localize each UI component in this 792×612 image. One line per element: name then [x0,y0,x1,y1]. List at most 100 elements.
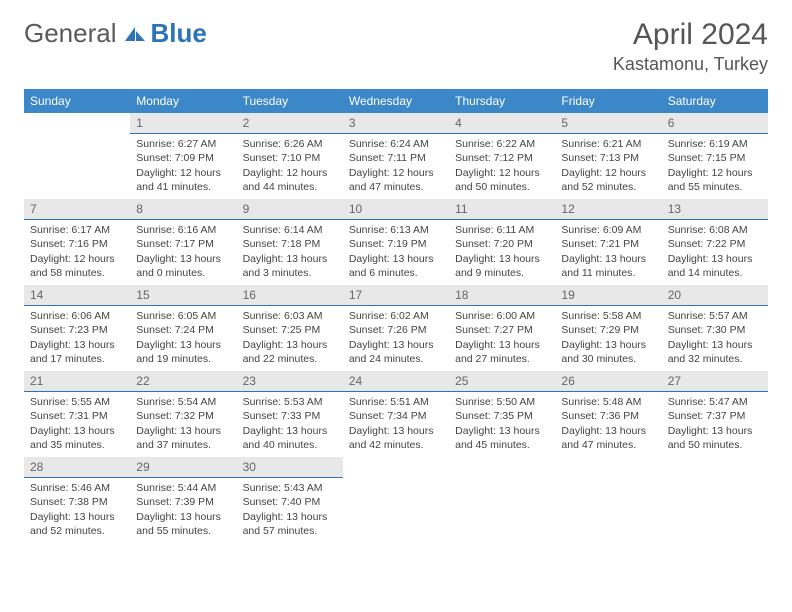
day-body: Sunrise: 6:00 AMSunset: 7:27 PMDaylight:… [449,306,555,370]
day-body: Sunrise: 6:21 AMSunset: 7:13 PMDaylight:… [555,134,661,198]
daylight-text: Daylight: 12 hours and 44 minutes. [243,167,328,193]
sunset-text: Sunset: 7:19 PM [349,238,427,250]
col-saturday: Saturday [662,89,768,113]
calendar-cell: 2 Sunrise: 6:26 AM Sunset: 7:10 PM Daylight… [237,113,343,199]
day-body: Sunrise: 6:24 AMSunset: 7:11 PMDaylight:… [343,134,449,198]
day-body: Sunrise: 6:22 AMSunset: 7:12 PMDaylight:… [449,134,555,198]
calendar-cell: 1Sunrise: 6:27 AMSunset: 7:09 PMDaylight… [130,113,236,199]
sunrise-text: Sunrise: 5:46 AM [30,482,110,494]
day-number: 7 [24,199,130,220]
logo: General Blue [24,18,207,49]
day-body: Sunrise: 6:16 AMSunset: 7:17 PMDaylight:… [130,220,236,284]
sunset-text: Sunset: 7:29 PM [561,324,639,336]
col-tuesday: Tuesday [237,89,343,113]
title-block: April 2024 Kastamonu, Turkey [613,18,768,75]
sunrise-text: Sunrise: 6:16 AM [136,224,216,236]
sunrise-text: Sunrise: 6:05 AM [136,310,216,322]
day-number: 16 [237,285,343,306]
daylight-text: Daylight: 13 hours and 24 minutes. [349,339,434,365]
calendar-row: 1Sunrise: 6:27 AMSunset: 7:09 PMDaylight… [24,113,768,199]
calendar-cell: 17Sunrise: 6:02 AMSunset: 7:26 PMDayligh… [343,285,449,371]
sunset-text: Sunset: 7:23 PM [30,324,108,336]
calendar-cell: 20Sunrise: 5:57 AMSunset: 7:30 PMDayligh… [662,285,768,371]
calendar-header-row: Sunday Monday Tuesday Wednesday Thursday… [24,89,768,113]
calendar-cell: 15Sunrise: 6:05 AMSunset: 7:24 PMDayligh… [130,285,236,371]
calendar-cell: 23Sunrise: 5:53 AMSunset: 7:33 PMDayligh… [237,371,343,457]
calendar-cell: 12Sunrise: 6:09 AMSunset: 7:21 PMDayligh… [555,199,661,285]
calendar-cell: 8Sunrise: 6:16 AMSunset: 7:17 PMDaylight… [130,199,236,285]
day-number: 29 [130,457,236,478]
day-number: 19 [555,285,661,306]
col-sunday: Sunday [24,89,130,113]
day-number: 3 [343,113,449,134]
sunset-text: Sunset: 7:09 PM [136,152,214,164]
sunrise-text: Sunrise: 6:26 AM [243,138,323,150]
daylight-text: Daylight: 13 hours and 17 minutes. [30,339,115,365]
sunrise-text: Sunrise: 6:03 AM [243,310,323,322]
calendar-cell: 28Sunrise: 5:46 AMSunset: 7:38 PMDayligh… [24,457,130,542]
calendar-cell: 29Sunrise: 5:44 AMSunset: 7:39 PMDayligh… [130,457,236,542]
day-body: Sunrise: 5:50 AMSunset: 7:35 PMDaylight:… [449,392,555,456]
header: General Blue April 2024 Kastamonu, Turke… [24,18,768,75]
calendar-cell: 27Sunrise: 5:47 AMSunset: 7:37 PMDayligh… [662,371,768,457]
day-body: Sunrise: 5:51 AMSunset: 7:34 PMDaylight:… [343,392,449,456]
day-body: Sunrise: 6:14 AMSunset: 7:18 PMDaylight:… [237,220,343,284]
sunrise-text: Sunrise: 6:06 AM [30,310,110,322]
sunset-text: Sunset: 7:17 PM [136,238,214,250]
day-body: Sunrise: 5:43 AMSunset: 7:40 PMDaylight:… [237,478,343,542]
day-body: Sunrise: 6:08 AMSunset: 7:22 PMDaylight:… [662,220,768,284]
sunset-text: Sunset: 7:37 PM [668,410,746,422]
daylight-text: Daylight: 13 hours and 6 minutes. [349,253,434,279]
day-number: 20 [662,285,768,306]
calendar-row: 14 Sunrise: 6:06 AM Sunset: 7:23 PM Dayligh… [24,285,768,371]
sunset-text: Sunset: 7:34 PM [349,410,427,422]
calendar-row: 28Sunrise: 5:46 AMSunset: 7:38 PMDayligh… [24,457,768,542]
day-number: 17 [343,285,449,306]
day-number: 25 [449,371,555,392]
day-number: 2 [237,113,343,134]
sunset-text: Sunset: 7:35 PM [455,410,533,422]
day-number: 10 [343,199,449,220]
day-number: 30 [237,457,343,478]
daylight-text: Daylight: 13 hours and 40 minutes. [243,425,328,451]
sunset-text: Sunset: 7:10 PM [243,152,321,164]
col-monday: Monday [130,89,236,113]
logo-text-general: General [24,18,117,49]
sunset-text: Sunset: 7:21 PM [561,238,639,250]
sunrise-text: Sunrise: 5:58 AM [561,310,641,322]
day-number: 13 [662,199,768,220]
sunrise-text: Sunrise: 5:55 AM [30,396,110,408]
sunset-text: Sunset: 7:13 PM [561,152,639,164]
daylight-text: Daylight: 13 hours and 14 minutes. [668,253,753,279]
day-body: Sunrise: 5:54 AMSunset: 7:32 PMDaylight:… [130,392,236,456]
day-body: Sunrise: 5:48 AMSunset: 7:36 PMDaylight:… [555,392,661,456]
sunrise-text: Sunrise: 6:19 AM [668,138,748,150]
calendar-table: Sunday Monday Tuesday Wednesday Thursday… [24,89,768,542]
day-number: 8 [130,199,236,220]
day-body: Sunrise: 6:03 AMSunset: 7:25 PMDaylight:… [237,306,343,370]
day-body: Sunrise: 5:53 AMSunset: 7:33 PMDaylight:… [237,392,343,456]
page-title: April 2024 [613,18,768,52]
day-number: 26 [555,371,661,392]
sunrise-text: Sunrise: 6:21 AM [561,138,641,150]
calendar-cell: 10 Sunrise: 6:13 AM Sunset: 7:19 PM Dayligh… [343,199,449,285]
sunrise-text: Sunrise: 6:13 AM [349,224,429,236]
logo-text-blue: Blue [151,18,207,49]
sunset-text: Sunset: 7:18 PM [243,238,321,250]
calendar-cell: 9Sunrise: 6:14 AMSunset: 7:18 PMDaylight… [237,199,343,285]
sunset-text: Sunset: 7:26 PM [349,324,427,336]
calendar-cell: 14 Sunrise: 6:06 AM Sunset: 7:23 PM Dayligh… [24,285,130,371]
daylight-text: Daylight: 13 hours and 35 minutes. [30,425,115,451]
calendar-cell: 26Sunrise: 5:48 AMSunset: 7:36 PMDayligh… [555,371,661,457]
day-body: Sunrise: 6:05 AMSunset: 7:24 PMDaylight:… [130,306,236,370]
daylight-text: Daylight: 13 hours and 9 minutes. [455,253,540,279]
day-number: 14 [24,285,130,306]
daylight-text: Daylight: 13 hours and 30 minutes. [561,339,646,365]
sunrise-text: Sunrise: 6:08 AM [668,224,748,236]
calendar-cell [343,457,449,542]
sunrise-text: Sunrise: 5:47 AM [668,396,748,408]
day-number: 24 [343,371,449,392]
daylight-text: Daylight: 13 hours and 32 minutes. [668,339,753,365]
day-body: Sunrise: 6:19 AMSunset: 7:15 PMDaylight:… [662,134,768,198]
daylight-text: Daylight: 13 hours and 37 minutes. [136,425,221,451]
